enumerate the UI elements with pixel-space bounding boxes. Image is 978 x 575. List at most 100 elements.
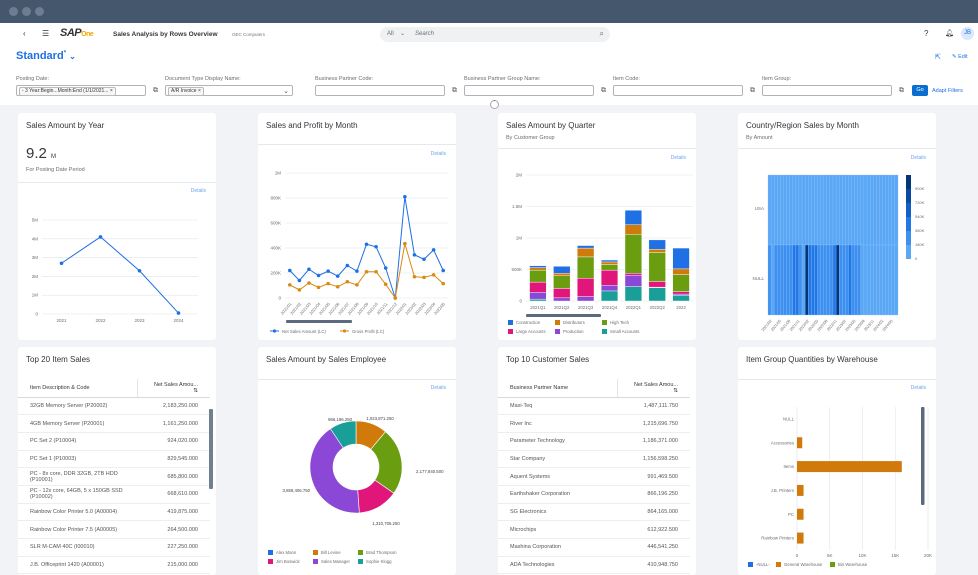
heatmap-cell	[767, 174, 772, 246]
x-tick-label: 20K	[924, 553, 932, 558]
filter-input[interactable]: ⧉	[464, 85, 606, 96]
filter-input[interactable]: A/R Invoice × ⌄	[165, 85, 293, 96]
table-row[interactable]: 32GB Memory Server (P20002) 2,183,250.000	[18, 397, 210, 416]
filter-token[interactable]: - 3 Year:Begin...Month:End (1/1/2021... …	[19, 87, 116, 96]
sap-logo[interactable]: SAPOne	[60, 27, 94, 39]
bar	[797, 461, 902, 473]
table-row[interactable]: Maxi-Teq 1,487,111.750	[498, 397, 690, 416]
cell-amount: 264,500.000	[137, 520, 210, 539]
card-country-sales-month[interactable]: Country/Region Sales by Month By Amount …	[738, 113, 936, 340]
go-button[interactable]: Go	[912, 85, 928, 96]
details-link[interactable]: Details	[670, 155, 686, 161]
column-header-sortable[interactable]: Net Sales Amou... ⇅	[137, 379, 210, 398]
details-link[interactable]: Details	[910, 385, 926, 391]
heatmap-cell	[839, 244, 843, 316]
table-row[interactable]: PC Set 1 (P10003) 829,545.000	[18, 450, 210, 469]
heatmap-cell	[786, 174, 790, 246]
cell-name: Parameter Technology	[498, 432, 618, 451]
column-header[interactable]: Business Partner Name	[498, 379, 618, 398]
table-row[interactable]: J.B. Officeprint 1420 (A00001) 215,000.00…	[18, 556, 210, 575]
card-item-group-warehouse[interactable]: Item Group Quantities by Warehouse Detai…	[738, 347, 936, 575]
window-close-button[interactable]	[9, 7, 18, 16]
bar-segment	[577, 296, 595, 302]
search-bar[interactable]: All ⌄ Search ⌕	[380, 27, 610, 42]
filter-input[interactable]: - 3 Year:Begin...Month:End (1/1/2021... …	[16, 85, 158, 96]
table-row[interactable]: ADA Technologies 410,948.750	[498, 556, 690, 575]
data-point	[403, 241, 407, 246]
card-top-items[interactable]: Top 20 Item Sales Item Description & Cod…	[18, 347, 216, 575]
window-maximize-button[interactable]	[35, 7, 44, 16]
table-row[interactable]: SLR M-CAM 40C (I00010) 227,250.000	[18, 538, 210, 557]
chevron-down-icon[interactable]: ⌄	[69, 52, 76, 61]
heatmap-cell	[888, 174, 892, 246]
details-link[interactable]: Details	[190, 188, 206, 194]
table-row[interactable]: Parameter Technology 1,186,371.000	[498, 432, 690, 451]
table-row[interactable]: 4GB Memory Server (P20001) 1,161,250.000	[18, 414, 210, 433]
heatmap-cell	[814, 174, 818, 246]
cell-amount: 612,922.500	[617, 520, 690, 539]
value-help-icon[interactable]: ⧉	[601, 87, 606, 94]
card-sales-by-employee[interactable]: Sales Amount by Sales Employee Details 1…	[258, 347, 456, 575]
table-row[interactable]: PC - 8x core, DDR 32GB, 2TB HDD (P10001)…	[18, 467, 210, 486]
x-tick-label: 2021Q1	[530, 305, 546, 310]
scrollbar[interactable]	[209, 409, 213, 489]
window-minimize-button[interactable]	[22, 7, 31, 16]
table-row[interactable]: Aquent Systems 991,469.500	[498, 467, 690, 486]
table-row[interactable]: Rainbow Color Printer 7.5 (A00005) 264,50…	[18, 520, 210, 539]
search-input[interactable]: Search	[415, 31, 435, 37]
value-help-icon[interactable]: ⧉	[899, 87, 904, 94]
data-point	[98, 235, 103, 239]
column-header[interactable]: Item Description & Code	[18, 379, 138, 398]
search-scope-select[interactable]: All	[387, 31, 394, 37]
cell-amount: 829,545.000	[137, 450, 210, 469]
cell-amount: 215,000.000	[137, 556, 210, 575]
filter-input[interactable]: ⧉	[315, 85, 457, 96]
filter-input[interactable]: ⧉	[762, 85, 904, 96]
card-sales-profit-month[interactable]: Sales and Profit by Month Details 0 200K 4…	[258, 113, 456, 340]
divider	[258, 144, 456, 145]
heatmap-cell	[863, 244, 868, 316]
bar-segment	[648, 281, 666, 288]
sort-icon[interactable]: ⇅	[673, 387, 678, 394]
collapse-header-button[interactable]: ˆ	[490, 100, 499, 109]
table-row[interactable]: Rainbow Color Printer 5.0 (A00004) 419,87…	[18, 503, 210, 522]
card-sales-by-year[interactable]: Sales Amount by Year 9.2 M For Posting D…	[18, 113, 216, 340]
table-row[interactable]: River Inc 1,215,696.750	[498, 414, 690, 433]
help-icon[interactable]: ?	[924, 29, 929, 38]
bar-segment	[600, 259, 619, 263]
avatar[interactable]: JB	[961, 27, 974, 40]
filter-token[interactable]: A/R Invoice ×	[168, 87, 204, 96]
back-icon[interactable]: ‹	[23, 29, 26, 38]
table-row[interactable]: Earthshaker Corporation 866,196.250	[498, 485, 690, 504]
legend-label: Brad Thompson	[366, 550, 397, 555]
value-help-icon[interactable]: ⧉	[750, 87, 755, 94]
bell-icon[interactable]: 🔔︎	[945, 30, 954, 37]
table-row[interactable]: Microchips 612,922.500	[498, 520, 690, 539]
table-row[interactable]: PC Set 2 (P10004) 924,020.000	[18, 432, 210, 451]
data-point	[297, 278, 302, 283]
details-link[interactable]: Details	[430, 385, 446, 391]
card-top-customers[interactable]: Top 10 Customer Sales Business Partner N…	[498, 347, 696, 575]
variant-selector[interactable]: Standard* ⌄	[16, 50, 76, 62]
table-row[interactable]: Mashina Corporation 446,541.250	[498, 538, 690, 557]
sort-icon[interactable]: ⇅	[193, 387, 198, 394]
edit-button[interactable]: ✎ Edit	[952, 54, 968, 60]
value-help-icon[interactable]: ⧉	[452, 87, 457, 94]
chevron-down-icon[interactable]: ⌄	[400, 31, 406, 37]
table-row[interactable]: SG Electronics 864,165.000	[498, 503, 690, 522]
value-help-icon[interactable]: ⧉	[153, 87, 158, 94]
adapt-filters-button[interactable]: Adapt Filters	[932, 88, 963, 94]
details-link[interactable]: Details	[910, 155, 926, 161]
search-icon[interactable]: ⌕	[599, 29, 604, 38]
share-icon[interactable]: ⇱	[935, 54, 941, 61]
details-link[interactable]: Details	[430, 151, 446, 157]
filter-input[interactable]: ⧉	[613, 85, 755, 96]
table-row[interactable]: Star Company 1,156,598.250	[498, 450, 690, 469]
column-header-sortable[interactable]: Net Sales Amou... ⇅	[617, 379, 690, 398]
card-sales-by-quarter[interactable]: Sales Amount by Quarter By Customer Grou…	[498, 113, 696, 340]
menu-icon[interactable]: ☰	[42, 29, 50, 38]
bar-segment	[672, 274, 690, 292]
table-row[interactable]: PC - 12x core, 64GB, 5 x 150GB SSD (P100…	[18, 485, 210, 504]
data-point	[355, 283, 359, 287]
chevron-down-icon[interactable]: ⌄	[283, 88, 289, 95]
